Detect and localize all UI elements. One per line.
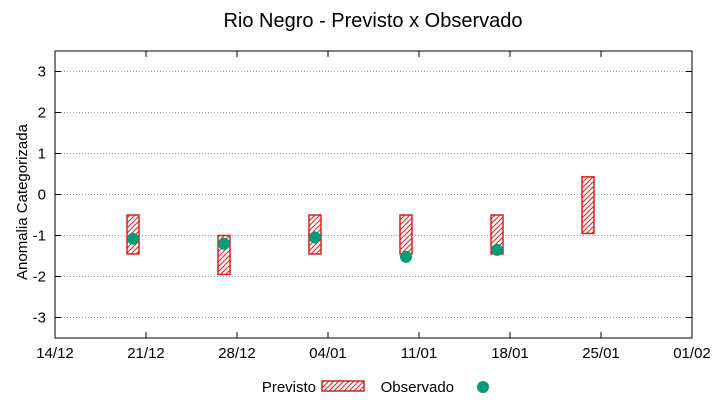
x-tick-label: 18/01 [491,345,529,362]
y-tick-label: 3 [38,64,46,81]
legend-label-previsto: Previsto [262,379,316,396]
y-gridlines [55,71,692,318]
observado-point [491,243,503,256]
y-axis-label: Anomalia Categorizada [14,123,31,280]
observado-point [218,237,230,250]
y-tick-label: 1 [38,146,46,163]
observado-point [400,250,412,263]
legend-label-observado: Observado [381,379,454,396]
x-tick-label: 25/01 [582,345,620,362]
previsto-series [126,176,595,276]
observado-point [127,232,139,245]
legend-marker-observado [477,381,489,393]
y-tick-label: -1 [33,228,46,245]
x-tick-label: 11/01 [401,345,437,362]
x-axis: 14/12 21/12 28/12 04/01 11/01 18/01 25/01 01/02 [36,51,711,362]
chart-title: Rio Negro - Previsto x Observado [223,10,522,32]
observado-point [309,231,321,244]
observado-series [127,231,503,263]
x-tick-label: 21/12 [127,345,165,362]
x-tick-label: 14/12 [36,345,74,362]
y-axis: -3 -2 -1 0 1 2 3 [33,64,692,327]
legend: Previsto Observado [262,379,489,396]
x-tick-label: 04/01 [309,345,347,362]
x-tick-label: 01/02 [673,345,711,362]
x-tick-label: 28/12 [218,345,256,362]
y-tick-label: -2 [33,269,46,286]
legend-swatch-previsto [321,380,365,392]
previsto-range-bar [581,176,595,235]
previsto-range-bar [399,214,413,255]
y-tick-label: -3 [33,310,46,327]
y-tick-label: 2 [38,105,46,122]
y-tick-label: 0 [38,187,46,204]
